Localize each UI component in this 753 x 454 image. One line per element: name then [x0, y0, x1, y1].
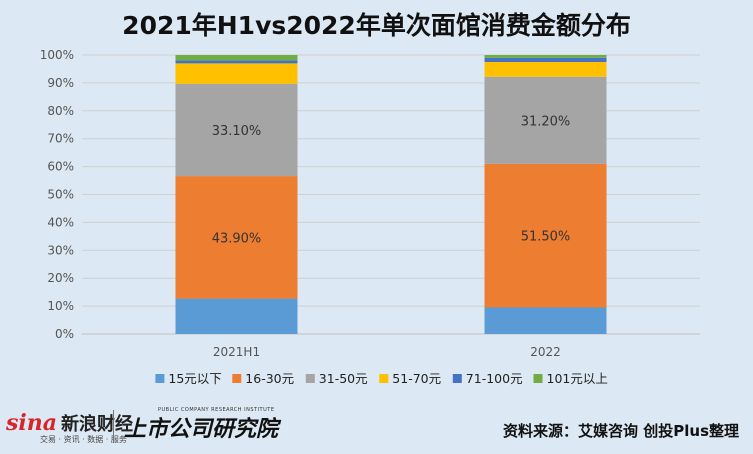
bar-segment — [175, 83, 298, 177]
bar-segment — [175, 298, 298, 334]
x-tick-label: 2022 — [530, 345, 561, 359]
data-label: 33.10% — [212, 124, 262, 139]
stacked-bar-chart: 0% 10% 20% 30% 40% 50% 60% 70% 80% 90% 100% 43.90% 3… — [40, 48, 700, 386]
bar-segment — [484, 307, 607, 334]
bar-segment — [484, 61, 607, 77]
y-tick-label: 0% — [55, 327, 74, 341]
bar-segment — [484, 76, 607, 164]
legend-label: 51-70元 — [392, 371, 441, 386]
y-tick-label: 50% — [47, 188, 74, 202]
bar-segment — [175, 60, 298, 64]
bar-segment — [175, 55, 298, 61]
y-tick-label: 90% — [47, 76, 74, 90]
legend-label: 101元以上 — [547, 371, 608, 386]
y-tick-label: 30% — [47, 243, 74, 257]
bar-segment — [484, 57, 607, 62]
y-tick-label: 80% — [47, 104, 74, 118]
legend-label: 31-50元 — [319, 371, 368, 386]
data-label: 31.20% — [521, 114, 571, 129]
logo-divider — [113, 410, 114, 442]
research-logo-subtitle: PUBLIC COMPANY RESEARCH INSTITUTE — [158, 407, 275, 413]
legend-swatch — [305, 374, 315, 383]
bar-segment — [484, 163, 607, 308]
y-tick-label: 10% — [47, 299, 74, 313]
legend-label: 71-100元 — [466, 371, 523, 386]
y-tick-label: 20% — [47, 271, 74, 285]
research-institute-logo: 上市公司研究院 — [124, 417, 279, 442]
sina-logo-subtitle: 交易 · 资讯 · 数据 · 服务 — [40, 435, 127, 444]
source-note: 资料来源：艾媒咨询 创投Plus整理 — [503, 422, 739, 440]
y-tick-label: 40% — [47, 215, 74, 229]
bar-segment — [175, 176, 298, 299]
y-tick-label: 70% — [47, 132, 74, 146]
legend-swatch — [452, 374, 462, 383]
legend-swatch — [232, 374, 242, 383]
y-tick-label: 100% — [40, 48, 74, 62]
data-label: 51.50% — [521, 230, 571, 245]
bar-segment — [175, 63, 298, 84]
bar-segment — [484, 55, 607, 58]
sina-logo-cn: 新浪财经 — [61, 414, 133, 435]
chart-title: 2021年H1vs2022年单次面馆消费金额分布 — [122, 11, 631, 40]
sina-logo-word: sina — [6, 410, 57, 436]
data-label: 43.90% — [212, 231, 262, 246]
sina-finance-logo: sina 新浪财经 — [6, 410, 133, 436]
legend-swatch — [533, 374, 543, 383]
legend-label: 16-30元 — [245, 371, 294, 386]
legend-swatch — [155, 374, 165, 383]
legend-label: 15元以下 — [168, 371, 221, 386]
x-tick-label: 2021H1 — [213, 345, 260, 359]
legend-swatch — [379, 374, 389, 383]
y-tick-label: 60% — [47, 160, 74, 174]
